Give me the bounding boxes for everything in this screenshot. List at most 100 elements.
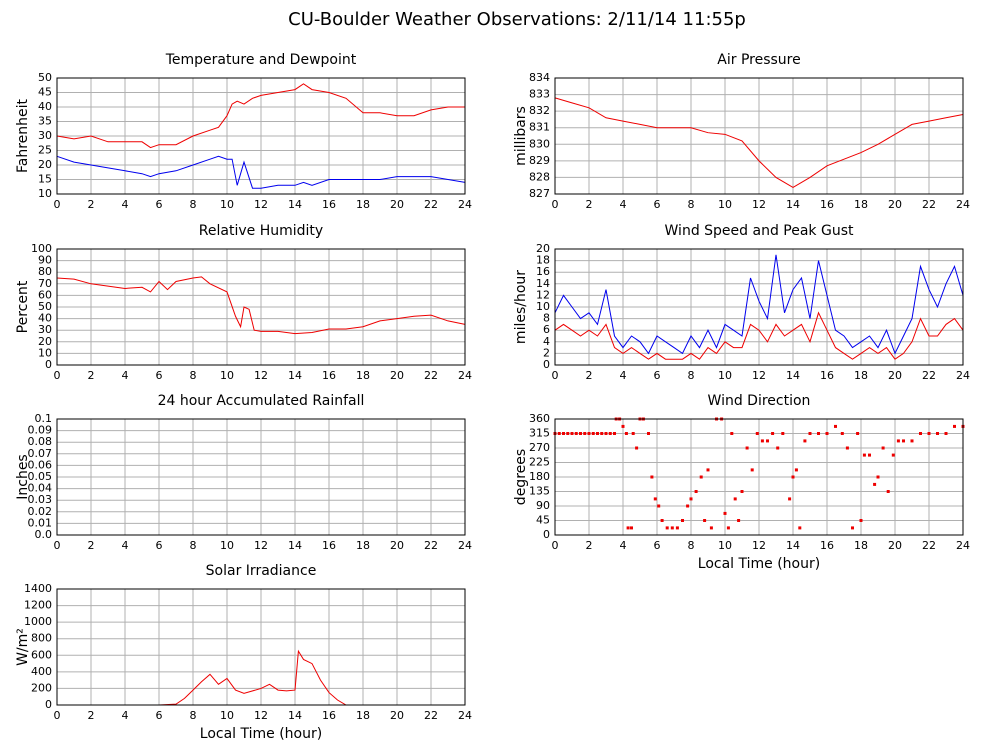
y-tick-label: 600 [31, 648, 52, 661]
x-axis-label: Local Time (hour) [200, 726, 322, 742]
series-line [56, 83, 465, 149]
panel-title: Wind Speed and Peak Gust [665, 223, 854, 239]
point [927, 432, 931, 435]
x-tick-label: 20 [888, 369, 902, 382]
x-tick-label: 22 [424, 198, 438, 211]
point [868, 453, 871, 457]
x-tick-label: 24 [458, 198, 472, 211]
x-tick-label: 22 [922, 369, 936, 382]
y-axis-label: degrees [513, 449, 529, 505]
x-tick-label: 6 [156, 709, 163, 722]
point [953, 424, 956, 428]
y-tick-label: 0.0 [35, 528, 53, 541]
point [750, 468, 754, 472]
point [723, 511, 727, 515]
page-title: CU-Boulder Weather Observations: 2/11/14… [288, 9, 746, 30]
x-tick-label: 16 [322, 369, 336, 382]
panel-title: Wind Direction [708, 393, 811, 409]
y-tick-label: 10 [38, 187, 52, 200]
y-tick-label: 0.08 [28, 435, 53, 448]
point [613, 432, 616, 435]
x-tick-label: 10 [718, 539, 732, 552]
point [766, 439, 769, 443]
y-tick-label: 832 [529, 104, 550, 117]
y-tick-label: 16 [536, 265, 550, 278]
x-tick-label: 12 [254, 709, 268, 722]
x-tick-label: 18 [854, 198, 868, 211]
point [660, 519, 664, 522]
point [574, 432, 578, 435]
y-tick-label: 8 [543, 312, 550, 325]
x-tick-label: 10 [718, 198, 732, 211]
point [740, 490, 744, 493]
point [755, 432, 759, 435]
panel: Temperature and DewpointFahrenheit101520… [15, 52, 472, 211]
point [834, 424, 837, 428]
panel-title: Relative Humidity [199, 223, 323, 239]
y-axis-label: Percent [15, 280, 31, 333]
y-tick-label: 828 [529, 170, 550, 183]
point [686, 504, 690, 508]
y-tick-label: 831 [529, 121, 550, 134]
point [910, 439, 914, 443]
y-tick-label: 30 [38, 323, 52, 336]
point [653, 497, 657, 501]
x-tick-label: 4 [620, 198, 627, 211]
y-tick-label: 100 [31, 242, 52, 255]
point [791, 475, 795, 479]
point [896, 439, 900, 443]
point [851, 526, 854, 530]
x-tick-label: 24 [956, 539, 970, 552]
x-tick-label: 2 [88, 198, 95, 211]
x-tick-label: 0 [54, 709, 61, 722]
y-tick-label: 80 [38, 265, 52, 278]
panel: Relative HumidityPercent0102030405060708… [15, 223, 472, 382]
y-tick-label: 10 [38, 346, 52, 359]
y-tick-label: 15 [38, 173, 52, 186]
point [670, 526, 674, 530]
x-tick-label: 16 [820, 369, 834, 382]
point [881, 446, 885, 450]
y-tick-label: 40 [38, 312, 52, 325]
x-tick-label: 4 [122, 369, 129, 382]
x-tick-label: 16 [322, 709, 336, 722]
y-tick-label: 10 [536, 300, 550, 313]
x-tick-label: 16 [322, 539, 336, 552]
point [600, 432, 604, 435]
y-tick-label: 6 [543, 323, 550, 336]
x-tick-label: 18 [356, 369, 370, 382]
point [657, 504, 661, 508]
point [737, 519, 741, 522]
x-tick-label: 18 [356, 198, 370, 211]
x-tick-label: 6 [654, 369, 661, 382]
y-tick-label: 180 [529, 470, 550, 483]
y-tick-label: 0.03 [28, 493, 53, 506]
y-axis-label: Inches [15, 454, 31, 499]
y-tick-label: 45 [38, 86, 52, 99]
y-axis-label: W/m² [15, 628, 31, 666]
y-tick-label: 400 [31, 665, 52, 678]
series-line [56, 276, 466, 335]
x-tick-label: 14 [786, 539, 800, 552]
plot-frame [56, 588, 466, 706]
point [760, 439, 764, 443]
point [873, 482, 877, 486]
y-tick-label: 0.1 [35, 412, 53, 425]
panel-title: Temperature and Dewpoint [165, 52, 357, 68]
point [845, 446, 849, 450]
x-tick-label: 0 [54, 369, 61, 382]
x-tick-label: 8 [190, 539, 197, 552]
y-tick-label: 830 [529, 137, 550, 150]
point [798, 526, 802, 530]
point [886, 490, 890, 493]
y-tick-label: 0 [543, 358, 550, 371]
panel: Air Pressure millibars 827 828 829 830 831 832 8… [513, 52, 970, 211]
x-tick-label: 2 [586, 198, 593, 211]
point [635, 446, 639, 450]
plot-frame [56, 418, 466, 536]
series-line [57, 649, 465, 706]
y-tick-label: 0 [45, 698, 52, 711]
point [840, 432, 844, 435]
x-tick-label: 8 [190, 369, 197, 382]
